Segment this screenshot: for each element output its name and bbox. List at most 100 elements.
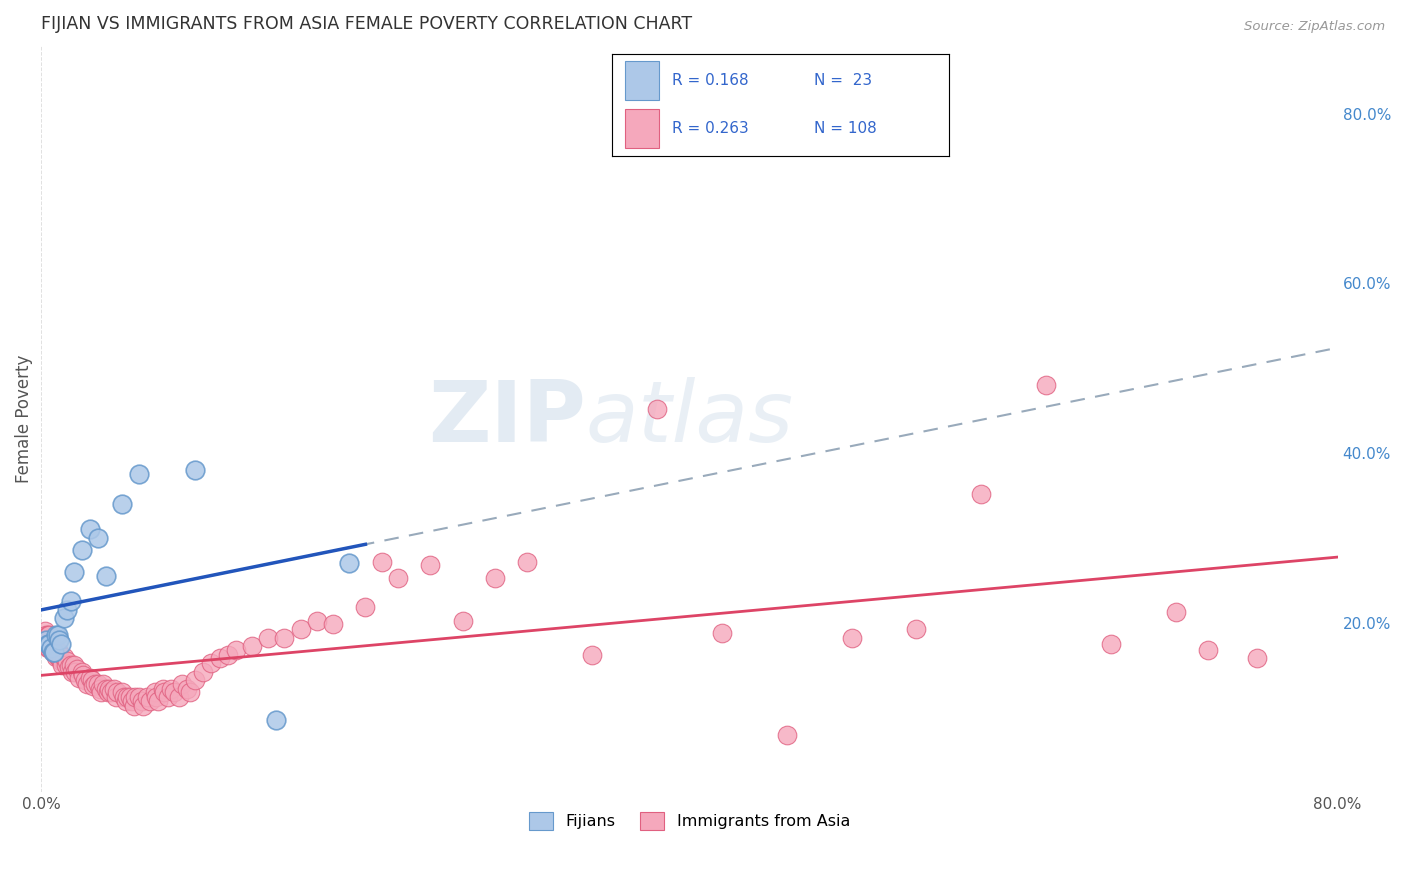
Point xyxy=(156,690,179,705)
Point xyxy=(354,600,377,615)
Point xyxy=(132,698,155,713)
Point xyxy=(72,668,94,682)
Point xyxy=(305,614,328,628)
Point xyxy=(89,681,111,696)
Point xyxy=(160,681,183,696)
Point xyxy=(48,645,70,659)
Point xyxy=(1197,642,1219,657)
Point xyxy=(1099,637,1122,651)
Point xyxy=(38,628,60,642)
Point xyxy=(176,681,198,696)
Point xyxy=(46,649,69,664)
Point xyxy=(273,631,295,645)
Point xyxy=(70,543,93,558)
Point xyxy=(70,665,93,679)
Point xyxy=(179,685,201,699)
Point xyxy=(97,685,120,699)
Point xyxy=(67,671,90,685)
Point xyxy=(56,603,79,617)
Point xyxy=(49,654,72,668)
Point xyxy=(257,631,280,645)
Point xyxy=(451,614,474,628)
Point xyxy=(111,497,134,511)
Point xyxy=(139,694,162,708)
Point xyxy=(167,690,190,705)
Point xyxy=(80,673,103,688)
Text: atlas: atlas xyxy=(586,377,794,460)
Point xyxy=(145,690,167,705)
Point xyxy=(56,654,79,668)
Point xyxy=(290,623,312,637)
Point xyxy=(217,648,239,662)
Point xyxy=(103,681,125,696)
Point xyxy=(645,401,668,416)
Point xyxy=(322,617,344,632)
Point xyxy=(48,632,70,647)
Point xyxy=(55,658,77,673)
Point xyxy=(841,631,863,645)
Point xyxy=(59,658,82,673)
Point xyxy=(41,645,63,659)
Point xyxy=(35,637,58,651)
Point xyxy=(121,694,143,708)
Point xyxy=(184,463,207,477)
Point xyxy=(240,640,263,654)
Point xyxy=(44,641,66,656)
Point xyxy=(87,676,110,690)
Text: FIJIAN VS IMMIGRANTS FROM ASIA FEMALE POVERTY CORRELATION CHART: FIJIAN VS IMMIGRANTS FROM ASIA FEMALE PO… xyxy=(41,15,693,33)
Text: Source: ZipAtlas.com: Source: ZipAtlas.com xyxy=(1244,20,1385,33)
Point xyxy=(153,685,176,699)
Point xyxy=(128,467,150,482)
Point xyxy=(776,728,799,742)
Point xyxy=(225,642,247,657)
Point xyxy=(100,685,122,699)
Point xyxy=(51,658,73,673)
Point xyxy=(44,645,66,659)
Legend: Fijians, Immigrants from Asia: Fijians, Immigrants from Asia xyxy=(523,805,856,837)
Point xyxy=(39,641,62,656)
Point xyxy=(94,681,117,696)
Point xyxy=(44,645,66,659)
FancyBboxPatch shape xyxy=(626,61,659,100)
Point xyxy=(46,628,69,642)
Point xyxy=(46,645,69,659)
Text: R = 0.263: R = 0.263 xyxy=(672,121,749,136)
Point xyxy=(58,659,80,673)
Point xyxy=(79,522,101,536)
Point xyxy=(79,671,101,685)
Point xyxy=(115,690,138,705)
Point xyxy=(34,624,56,639)
Point xyxy=(146,694,169,708)
Point xyxy=(35,632,58,647)
Point xyxy=(98,681,121,696)
Point xyxy=(112,690,135,705)
Text: R = 0.168: R = 0.168 xyxy=(672,72,749,87)
Text: N =  23: N = 23 xyxy=(814,72,872,87)
Point xyxy=(45,628,67,642)
Point xyxy=(135,690,157,705)
Point xyxy=(60,665,83,679)
Point xyxy=(419,558,441,572)
Point xyxy=(83,676,105,690)
Point xyxy=(41,641,63,656)
Point xyxy=(1246,651,1268,665)
Point xyxy=(710,625,733,640)
Point xyxy=(107,685,129,699)
Point xyxy=(65,665,87,679)
FancyBboxPatch shape xyxy=(626,109,659,148)
Point xyxy=(484,572,506,586)
Point xyxy=(45,649,67,664)
Point xyxy=(124,690,146,705)
Point xyxy=(87,531,110,545)
Point xyxy=(122,698,145,713)
Point xyxy=(90,685,112,699)
Point xyxy=(120,690,142,705)
Point xyxy=(208,651,231,665)
Point xyxy=(75,673,97,688)
Point xyxy=(53,649,76,664)
Point xyxy=(387,572,409,586)
Point xyxy=(38,637,60,651)
Point xyxy=(516,555,538,569)
Point xyxy=(143,685,166,699)
Point xyxy=(1035,378,1057,392)
